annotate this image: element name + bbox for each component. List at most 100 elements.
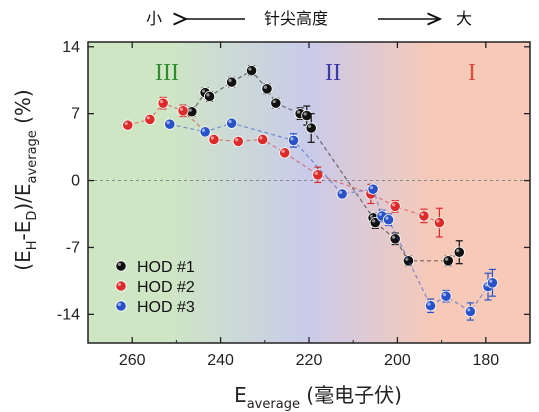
y-tick-label: 7 (71, 106, 80, 123)
data-point (226, 117, 238, 129)
data-point-highlight (308, 124, 312, 128)
data-point (382, 214, 395, 226)
x-tick-label: 200 (384, 352, 411, 369)
legend-marker-highlight (117, 282, 121, 286)
legend-marker-highlight (117, 302, 121, 306)
data-point-highlight (201, 89, 206, 93)
data-point-highlight (146, 116, 150, 120)
legend-label: HOD #2 (137, 279, 195, 296)
region-label-ii: II (325, 60, 341, 86)
data-point-highlight (228, 120, 232, 124)
data-point-highlight (290, 137, 294, 141)
data-point (226, 76, 238, 88)
data-point (336, 188, 348, 200)
y-tick-label: -14 (57, 306, 80, 323)
data-point (424, 300, 437, 312)
data-point (418, 210, 430, 222)
data-point (122, 119, 134, 131)
data-point-highlight (385, 216, 389, 220)
top-annotation-left: 小 (146, 9, 162, 28)
data-point-highlight (228, 78, 232, 83)
top-annotation-center: 针尖高度 (264, 9, 328, 28)
series-2 (122, 96, 445, 238)
data-point (270, 97, 282, 109)
x-tick-label: 220 (296, 352, 323, 369)
data-point-highlight (369, 185, 374, 190)
data-point-highlight (456, 249, 460, 253)
legend-marker (115, 260, 127, 272)
series-1 (186, 65, 465, 267)
data-point-highlight (314, 171, 318, 175)
data-point-highlight (263, 85, 268, 89)
y-tick-label: -7 (66, 239, 80, 256)
data-point (433, 217, 445, 229)
data-point-highlight (124, 121, 128, 126)
data-point (279, 147, 291, 159)
top-annotation-right: 大 (456, 9, 472, 28)
data-point-highlight (272, 99, 276, 104)
y-axis: -14 -7 0 7 14 (57, 39, 530, 323)
data-point (208, 133, 220, 146)
plot-background (88, 42, 530, 343)
x-axis: 260 240 220 200 180 (87, 42, 531, 369)
data-point-highlight (259, 136, 263, 140)
data-point (486, 277, 499, 289)
data-point-highlight (489, 279, 493, 283)
legend: HOD #1 HOD #2 HOD #3 (115, 259, 195, 316)
legend-label: HOD #1 (137, 259, 195, 276)
data-point-highlight (248, 67, 252, 71)
y-tick-label: 14 (62, 39, 80, 56)
data-point (203, 90, 216, 103)
data-point (442, 255, 454, 267)
data-point-highlight (372, 219, 376, 223)
data-point (464, 305, 476, 318)
data-point-highlight (420, 212, 424, 216)
data-point (256, 133, 269, 146)
data-point (389, 200, 401, 212)
data-point (287, 134, 300, 147)
data-point (389, 233, 401, 245)
data-point (440, 290, 452, 302)
top-annotation: 小 针尖高度 大 (146, 9, 472, 28)
y-axis-title: (EH-ED)/Eaverage (%) (11, 89, 40, 270)
data-point-highlight (235, 138, 239, 142)
data-point (232, 135, 244, 147)
legend-marker (115, 280, 127, 292)
data-point (261, 83, 273, 95)
data-point-highlight (210, 136, 214, 140)
data-point-highlight (467, 308, 471, 312)
data-point-highlight (303, 112, 307, 116)
data-point-highlight (166, 120, 170, 125)
data-point-highlight (201, 128, 206, 132)
data-point-highlight (445, 257, 449, 261)
data-point (144, 113, 156, 126)
data-point-highlight (296, 110, 301, 114)
data-point-highlight (436, 219, 440, 223)
data-point (245, 65, 258, 77)
x-tick-label: 260 (119, 352, 146, 369)
data-point (402, 255, 415, 267)
series-layer (122, 65, 499, 321)
data-point-highlight (206, 93, 210, 97)
data-point (305, 122, 317, 134)
data-point (164, 118, 176, 130)
data-point-highlight (338, 190, 343, 194)
data-point-highlight (159, 99, 164, 104)
legend-marker (115, 300, 127, 312)
region-labels: III II I (155, 60, 476, 86)
data-point (199, 126, 211, 138)
region-label-iii: III (155, 60, 179, 86)
data-point-highlight (188, 108, 192, 112)
data-point (157, 97, 169, 109)
data-point-highlight (179, 107, 184, 111)
region-label-i: I (468, 60, 476, 86)
x-tick-label: 180 (472, 352, 499, 369)
x-tick-label: 240 (207, 352, 234, 369)
legend-marker-highlight (117, 262, 121, 266)
data-point-highlight (391, 203, 396, 207)
data-point-highlight (281, 149, 285, 153)
x-axis-title: Eaverage (毫电子伏) (234, 383, 402, 412)
data-point (301, 109, 313, 122)
data-point-highlight (378, 212, 382, 216)
